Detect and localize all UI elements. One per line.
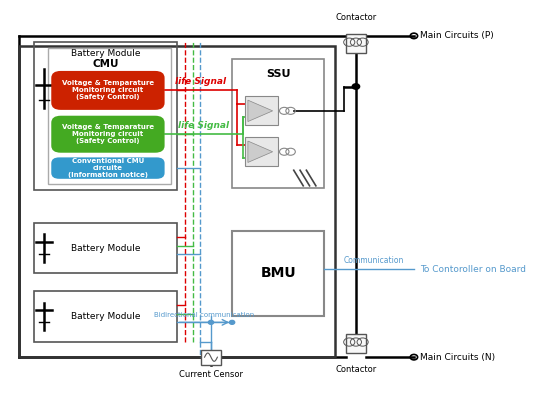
Text: Contactor: Contactor: [336, 13, 377, 22]
FancyBboxPatch shape: [346, 34, 366, 53]
Text: Battery Module: Battery Module: [71, 49, 140, 58]
Circle shape: [229, 320, 235, 324]
Text: Voltage & Temparature
Monitoring circuit
(Safety Control): Voltage & Temparature Monitoring circuit…: [62, 124, 154, 144]
Text: Conventional CMU
circuite
(Information notice): Conventional CMU circuite (Information n…: [68, 158, 148, 178]
Text: To Contoroller on Board: To Contoroller on Board: [420, 265, 526, 274]
FancyBboxPatch shape: [245, 137, 278, 166]
Text: life Signal: life Signal: [175, 77, 227, 86]
Text: Battery Module: Battery Module: [71, 244, 140, 253]
FancyBboxPatch shape: [51, 157, 164, 179]
FancyBboxPatch shape: [245, 96, 278, 126]
Text: Contactor: Contactor: [336, 365, 377, 374]
FancyBboxPatch shape: [51, 116, 164, 153]
Text: Battery Module: Battery Module: [71, 312, 140, 321]
Polygon shape: [248, 100, 273, 122]
Text: CMU: CMU: [92, 59, 119, 69]
Circle shape: [208, 320, 213, 324]
FancyBboxPatch shape: [201, 350, 221, 365]
FancyBboxPatch shape: [51, 71, 164, 110]
Text: Bidirectional communication: Bidirectional communication: [154, 312, 255, 318]
Text: Communication: Communication: [343, 256, 404, 265]
Text: BMU: BMU: [260, 267, 296, 280]
FancyBboxPatch shape: [346, 334, 366, 353]
Text: Current Censor: Current Censor: [179, 371, 243, 380]
Text: Voltage & Temparature
Monitoring circuit
(Safety Control): Voltage & Temparature Monitoring circuit…: [62, 81, 154, 100]
Text: Main Circuits (N): Main Circuits (N): [420, 353, 496, 362]
Text: Main Circuits (P): Main Circuits (P): [420, 31, 494, 40]
Text: SSU: SSU: [266, 69, 290, 79]
Polygon shape: [248, 141, 273, 162]
Text: life Signal: life Signal: [178, 120, 229, 130]
Circle shape: [352, 84, 360, 89]
